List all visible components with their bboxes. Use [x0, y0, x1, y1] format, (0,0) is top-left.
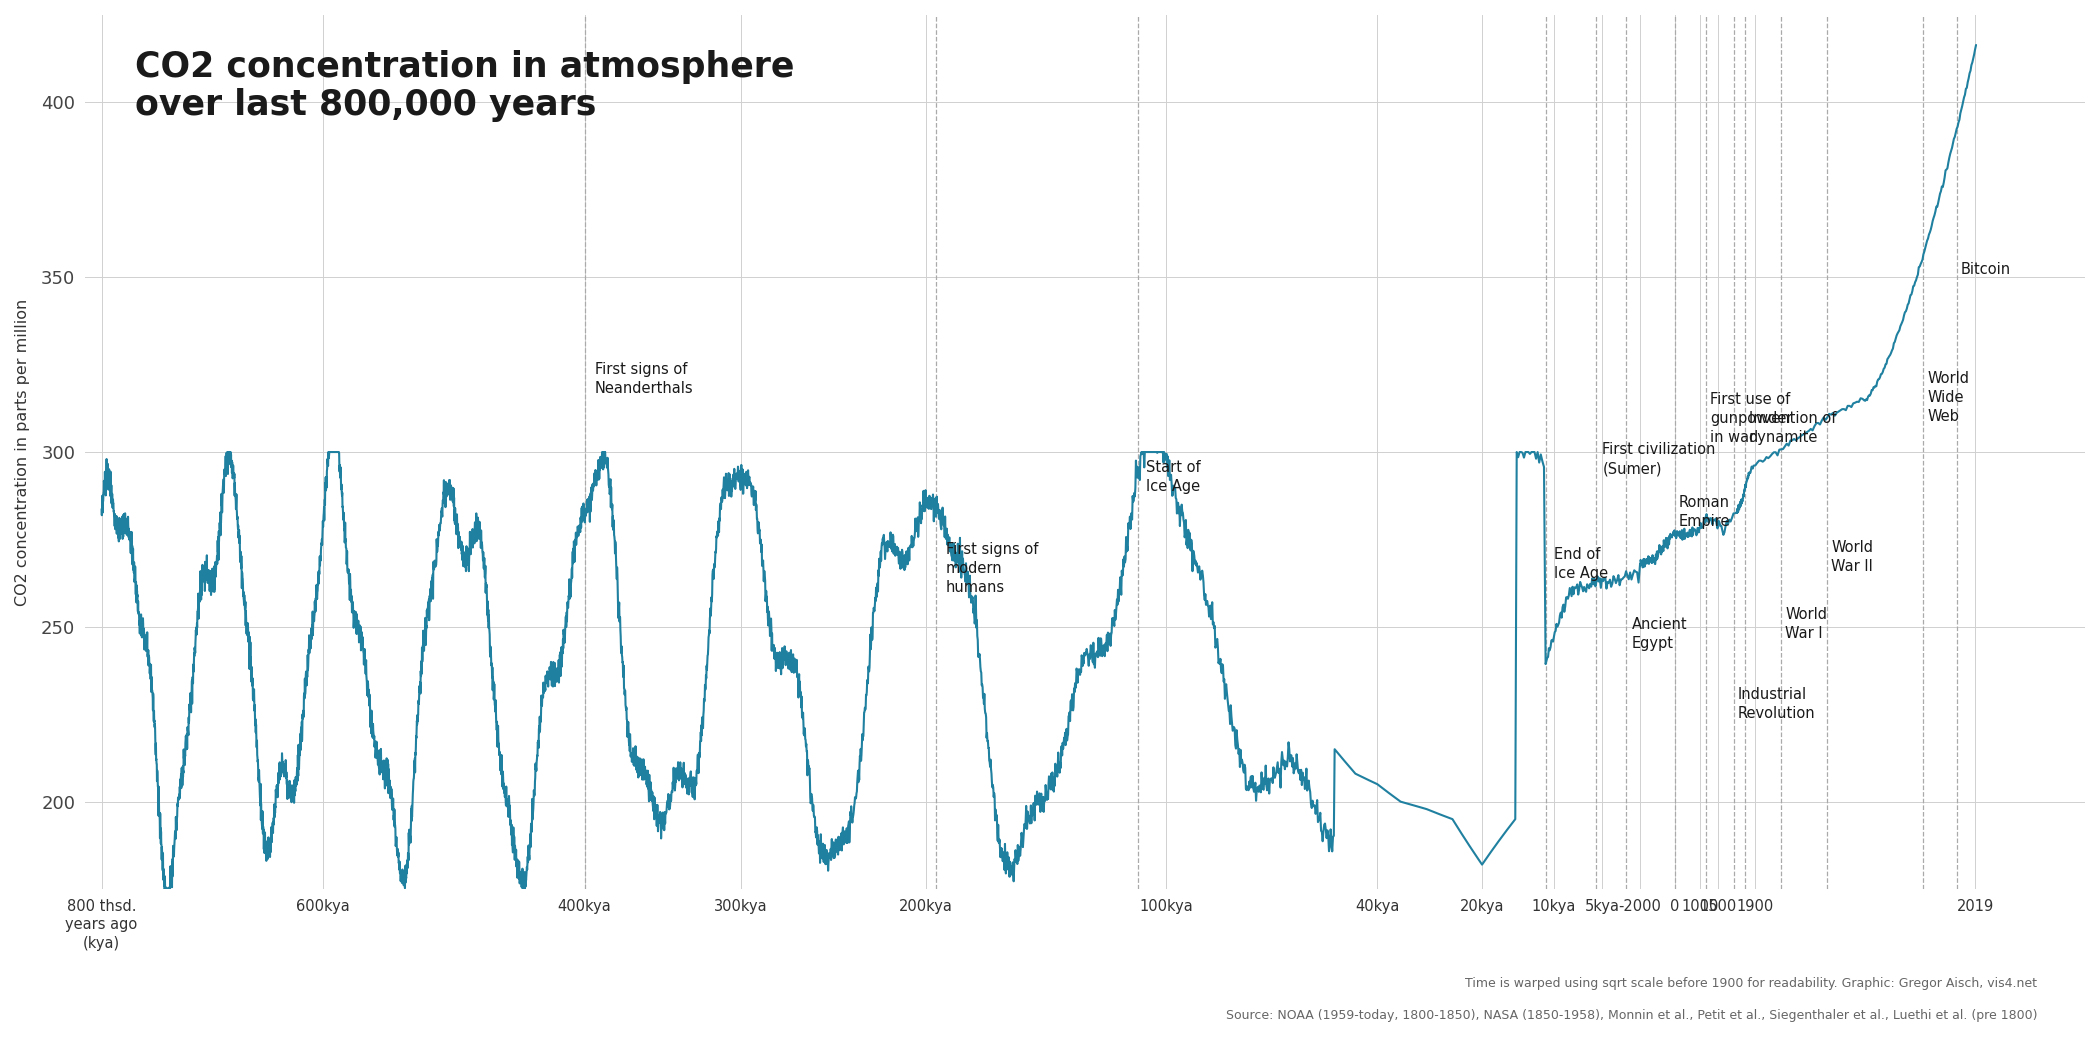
Text: First civilization
(Sumer): First civilization (Sumer) [1602, 442, 1716, 477]
Text: Start of
Ice Age: Start of Ice Age [1147, 460, 1201, 493]
Text: First signs of
Neanderthals: First signs of Neanderthals [594, 362, 693, 396]
Text: Roman
Empire: Roman Empire [1678, 495, 1730, 529]
Text: Bitcoin: Bitcoin [1961, 262, 2012, 277]
Text: World
Wide
Web: World Wide Web [1928, 371, 1970, 424]
Text: World
War II: World War II [1831, 540, 1873, 574]
Text: World
War I: World War I [1785, 607, 1827, 640]
Y-axis label: CO2 concentration in parts per million: CO2 concentration in parts per million [15, 298, 29, 606]
Text: Industrial
Revolution: Industrial Revolution [1737, 687, 1814, 721]
Text: Ancient
Egypt: Ancient Egypt [1632, 617, 1688, 651]
Text: Invention of
dynamite: Invention of dynamite [1749, 411, 1835, 445]
Text: Time is warped using sqrt scale before 1900 for readability. Graphic: Gregor Ais: Time is warped using sqrt scale before 1… [1466, 976, 2037, 990]
Text: CO2 concentration in atmosphere
over last 800,000 years: CO2 concentration in atmosphere over las… [134, 50, 794, 122]
Text: Source: NOAA (1959-today, 1800-1850), NASA (1850-1958), Monnin et al., Petit et : Source: NOAA (1959-today, 1800-1850), NA… [1226, 1008, 2037, 1022]
Text: First use of
gunpowder
in war: First use of gunpowder in war [1712, 392, 1793, 445]
Text: First signs of
modern
humans: First signs of modern humans [945, 542, 1037, 595]
Text: End of
Ice Age: End of Ice Age [1554, 547, 1609, 582]
